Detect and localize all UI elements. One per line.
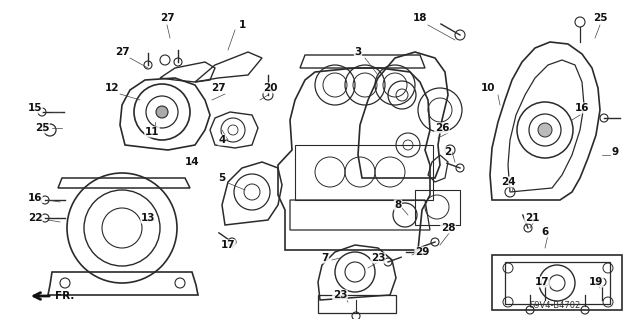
Text: 25: 25: [593, 13, 607, 23]
Text: 20: 20: [263, 83, 277, 93]
Text: 28: 28: [441, 223, 455, 233]
Text: 12: 12: [105, 83, 119, 93]
Text: 13: 13: [141, 213, 156, 223]
Text: 16: 16: [575, 103, 589, 113]
Text: 27: 27: [115, 47, 129, 57]
Text: 4: 4: [218, 135, 226, 145]
Text: 1: 1: [238, 20, 246, 30]
Text: 11: 11: [145, 127, 159, 137]
Text: 8: 8: [394, 200, 402, 210]
Text: 29: 29: [415, 247, 429, 257]
Text: 17: 17: [221, 240, 236, 250]
Bar: [505, 262, 610, 304]
Bar: [295, 145, 433, 200]
Text: 27: 27: [211, 83, 225, 93]
Text: 16: 16: [28, 193, 42, 203]
Text: 7: 7: [321, 253, 329, 263]
Text: 23: 23: [371, 253, 385, 263]
Text: 2: 2: [444, 147, 452, 157]
Text: 27: 27: [160, 13, 174, 23]
Text: 17: 17: [534, 277, 549, 287]
Text: FR.: FR.: [55, 291, 74, 301]
Bar: [415, 190, 460, 225]
Text: 9: 9: [611, 147, 619, 157]
Text: 25: 25: [35, 123, 49, 133]
Text: 23: 23: [333, 290, 348, 300]
Circle shape: [156, 106, 168, 118]
Bar: [318, 295, 396, 313]
Text: 19: 19: [589, 277, 603, 287]
Text: 3: 3: [355, 47, 362, 57]
Text: 18: 18: [413, 13, 428, 23]
Text: 15: 15: [28, 103, 42, 113]
Text: 10: 10: [481, 83, 495, 93]
Text: S9V4-B4702: S9V4-B4702: [529, 300, 580, 309]
Bar: [492, 255, 622, 310]
Circle shape: [538, 123, 552, 137]
Text: 22: 22: [28, 213, 42, 223]
Text: 24: 24: [500, 177, 515, 187]
Text: 14: 14: [185, 157, 199, 167]
Text: 5: 5: [218, 173, 226, 183]
Text: 26: 26: [435, 123, 449, 133]
Text: 21: 21: [525, 213, 540, 223]
Text: 6: 6: [541, 227, 548, 237]
